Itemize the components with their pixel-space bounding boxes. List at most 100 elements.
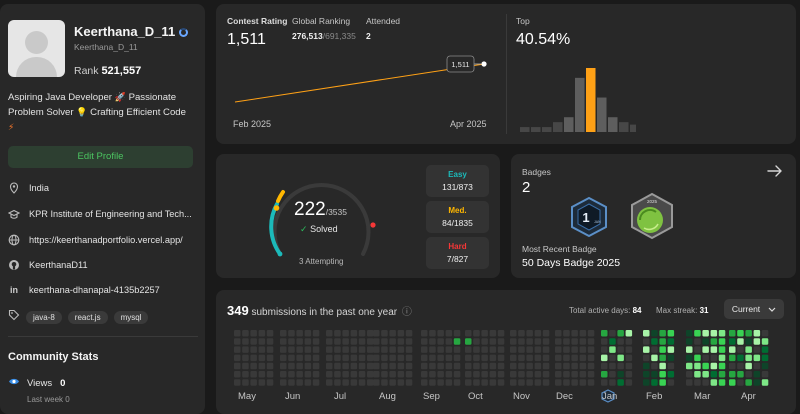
jan-badge-marker-icon[interactable] [601,389,615,408]
heatmap-cell[interactable] [266,346,274,353]
heatmap-cell[interactable] [250,371,257,378]
heatmap-cell[interactable] [737,371,744,378]
heatmap-cell[interactable] [242,379,249,386]
heatmap-cell[interactable] [563,330,570,337]
histogram-bar[interactable] [630,124,636,132]
heatmap-cell[interactable] [745,338,752,345]
heatmap-cell[interactable] [761,330,769,337]
heatmap-cell[interactable] [542,371,550,378]
heatmap-cell[interactable] [429,338,436,345]
heatmap-cell[interactable] [280,379,287,386]
heatmap-cell[interactable] [405,362,413,370]
heatmap-cell[interactable] [421,362,428,370]
heatmap-cell[interactable] [429,371,436,378]
heatmap-cell[interactable] [651,379,658,386]
heatmap-cell[interactable] [651,354,658,362]
heatmap-cell[interactable] [555,362,562,370]
heatmap-cell[interactable] [258,330,266,337]
heatmap-cell[interactable] [381,379,388,386]
heatmap-cell[interactable] [453,371,461,378]
heatmap-cell[interactable] [266,362,274,370]
rating-line-chart[interactable]: 1,511 [216,4,506,144]
heatmap-cell[interactable] [389,338,396,345]
heatmap-cell[interactable] [304,330,312,337]
heatmap-cell[interactable] [421,346,428,353]
heatmap-cell[interactable] [312,338,320,345]
heatmap-cell[interactable] [651,371,658,378]
heatmap-cell[interactable] [326,362,333,370]
heatmap-cell[interactable] [334,362,341,370]
heatmap-cell[interactable] [718,338,726,345]
heatmap-cell[interactable] [609,371,616,378]
heatmap-cell[interactable] [745,379,752,386]
heatmap-cell[interactable] [526,371,533,378]
histogram-bar[interactable] [619,122,629,132]
heatmap-cell[interactable] [542,330,550,337]
heatmap-cell[interactable] [601,371,608,378]
heatmap-cell[interactable] [761,379,769,386]
heatmap-cell[interactable] [234,362,241,370]
heatmap-cell[interactable] [381,362,388,370]
heatmap-cell[interactable] [373,330,380,337]
heatmap-cell[interactable] [234,346,241,353]
heatmap-cell[interactable] [445,330,453,337]
histogram-bar[interactable] [553,122,563,132]
heatmap-cell[interactable] [473,379,480,386]
heatmap-cell[interactable] [667,338,675,345]
heatmap-cell[interactable] [710,379,718,386]
heatmap-cell[interactable] [481,354,488,362]
heatmap-cell[interactable] [534,371,542,378]
heatmap-cell[interactable] [304,338,312,345]
heatmap-cell[interactable] [617,379,624,386]
heatmap-cell[interactable] [266,354,274,362]
heatmap-cell[interactable] [437,362,444,370]
heatmap-cell[interactable] [258,354,266,362]
histogram-bar-user[interactable] [586,68,596,132]
heatmap-cell[interactable] [429,362,436,370]
heatmap-cell[interactable] [659,338,666,345]
heatmap-cell[interactable] [587,338,595,345]
heatmap-cell[interactable] [702,379,709,386]
heatmap-cell[interactable] [358,379,366,386]
heatmap-cell[interactable] [250,338,257,345]
histogram-bar[interactable] [564,117,574,132]
heatmap-cell[interactable] [381,371,388,378]
heatmap-cell[interactable] [518,379,525,386]
heatmap-cell[interactable] [571,346,578,353]
heatmap-cell[interactable] [510,362,517,370]
heatmap-cell[interactable] [304,362,312,370]
heatmap-cell[interactable] [745,371,752,378]
linkedin-link[interactable]: keerthana-dhanapal-4135b2257 [29,285,160,295]
heatmap-cell[interactable] [350,362,358,370]
heatmap-cell[interactable] [729,362,736,370]
heatmap-cell[interactable] [342,354,349,362]
heatmap-cell[interactable] [473,354,480,362]
heatmap-cell[interactable] [312,330,320,337]
heatmap-cell[interactable] [753,346,761,353]
heatmap-cell[interactable] [397,371,405,378]
heatmap-cell[interactable] [242,371,249,378]
heatmap-cell[interactable] [389,362,396,370]
heatmap-cell[interactable] [745,354,752,362]
histogram-bar[interactable] [575,77,585,132]
heatmap-cell[interactable] [609,330,616,337]
heatmap-cell[interactable] [373,338,380,345]
heatmap-cell[interactable] [510,354,517,362]
heatmap-cell[interactable] [242,354,249,362]
heatmap-cell[interactable] [242,330,249,337]
heatmap-cell[interactable] [437,330,444,337]
heatmap-cell[interactable] [659,346,666,353]
heatmap-cell[interactable] [729,354,736,362]
heatmap-cell[interactable] [643,330,650,337]
heatmap-cell[interactable] [389,371,396,378]
heatmap-cell[interactable] [579,354,587,362]
heatmap-cell[interactable] [481,379,488,386]
heatmap-cell[interactable] [250,330,257,337]
heatmap-cell[interactable] [473,362,480,370]
heatmap-cell[interactable] [526,362,533,370]
heatmap-cell[interactable] [342,346,349,353]
heatmap-cell[interactable] [518,354,525,362]
heatmap-cell[interactable] [242,338,249,345]
heatmap-cell[interactable] [288,338,295,345]
heatmap-cell[interactable] [737,330,744,337]
